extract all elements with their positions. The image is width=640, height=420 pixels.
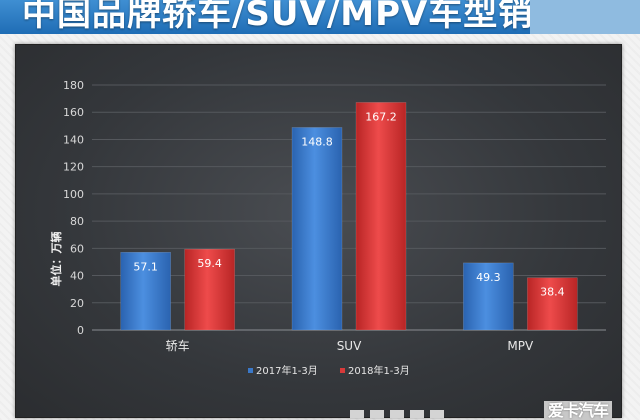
watermark-block — [410, 410, 424, 418]
watermark-block — [430, 410, 444, 418]
bar-value-label: 38.4 — [540, 286, 565, 299]
legend-entry: 2017年1-3月 — [256, 364, 318, 377]
watermark-block — [370, 410, 384, 418]
bar-value-label: 148.8 — [301, 135, 333, 148]
x-category-label: MPV — [507, 339, 534, 353]
bar-value-label: 59.4 — [197, 257, 222, 270]
bar-chart: 0 20 40 60 80 100 120 140 160 180 57.1 59.4 148.8 16… — [49, 79, 606, 377]
bars: 57.1 59.4 148.8 167.2 49.3 38.4 — [120, 102, 578, 331]
y-tick-label: 60 — [70, 242, 84, 255]
y-tick-label: 120 — [63, 161, 84, 174]
y-tick-label: 100 — [63, 188, 84, 201]
banner-decoration — [530, 0, 640, 34]
y-tick-label: 80 — [70, 215, 84, 228]
watermark-block — [390, 410, 404, 418]
y-tick-label: 140 — [63, 133, 84, 146]
y-tick-label: 0 — [77, 324, 84, 337]
y-axis-ticks: 0 20 40 60 80 100 120 140 160 180 — [63, 79, 84, 337]
y-axis-label: 单位：万辆 — [49, 232, 63, 287]
legend-swatch — [248, 368, 253, 373]
brand-logo: 爱卡汽车 — [543, 401, 612, 420]
y-tick-label: 180 — [63, 79, 84, 92]
bar-value-label: 49.3 — [476, 271, 501, 284]
legend-swatch — [340, 368, 345, 373]
bar-value-label: 57.1 — [133, 260, 158, 273]
chart-panel: 0 20 40 60 80 100 120 140 160 180 57.1 59.4 148.8 16… — [15, 44, 622, 418]
y-tick-label: 20 — [70, 297, 84, 310]
bar-轿车-series-2 — [184, 248, 235, 331]
legend-entry: 2018年1-3月 — [348, 364, 410, 377]
bar-value-label: 167.2 — [365, 110, 397, 123]
title-banner: 中国品牌轿车/SUV/MPV车型销量 — [0, 0, 640, 34]
legend: 2017年1-3月 2018年1-3月 — [248, 364, 410, 377]
watermark-strip — [350, 408, 480, 420]
x-category-label: SUV — [337, 339, 362, 353]
y-tick-label: 40 — [70, 270, 84, 283]
y-tick-label: 160 — [63, 106, 84, 119]
watermark-block — [350, 410, 364, 418]
bar-轿车-series-1 — [120, 252, 171, 331]
bar-MPV-series-1 — [463, 262, 514, 331]
bar-SUV-series-2 — [355, 102, 407, 331]
bar-MPV-series-2 — [527, 277, 578, 331]
x-axis-categories: 轿车 SUV MPV — [166, 338, 534, 353]
page-title: 中国品牌轿车/SUV/MPV车型销量 — [22, 0, 569, 34]
bar-SUV-series-1 — [291, 127, 343, 331]
x-category-label: 轿车 — [166, 338, 190, 353]
gridlines — [92, 84, 606, 331]
